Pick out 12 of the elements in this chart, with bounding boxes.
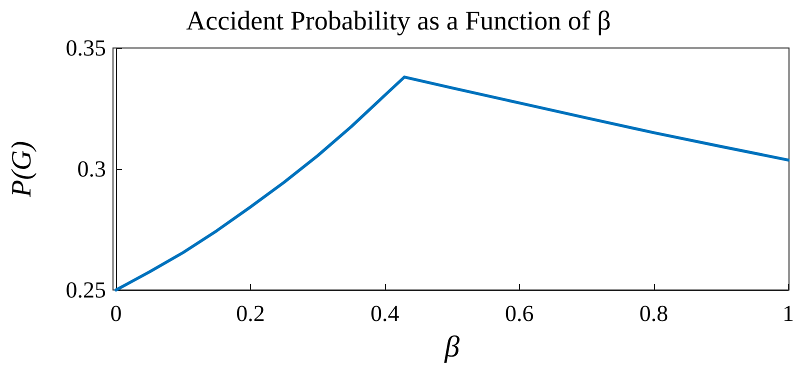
x-axis-title: β [444,330,460,364]
x-tick-label: 0 [110,301,122,326]
x-tick-label: 0.2 [236,301,265,326]
x-tick-label: 1 [782,301,794,326]
x-tick-label: 0.6 [504,301,534,326]
y-tick-label: 0.35 [66,36,106,60]
y-tick-label: 0.3 [77,156,106,182]
y-axis-title: P(G) [6,141,38,198]
chart-title: Accident Probability as a Function of β [186,6,611,36]
y-tick-label: 0.25 [66,278,106,302]
x-tick-label: 0.8 [639,301,668,326]
x-tick-label: 0.4 [370,301,400,326]
